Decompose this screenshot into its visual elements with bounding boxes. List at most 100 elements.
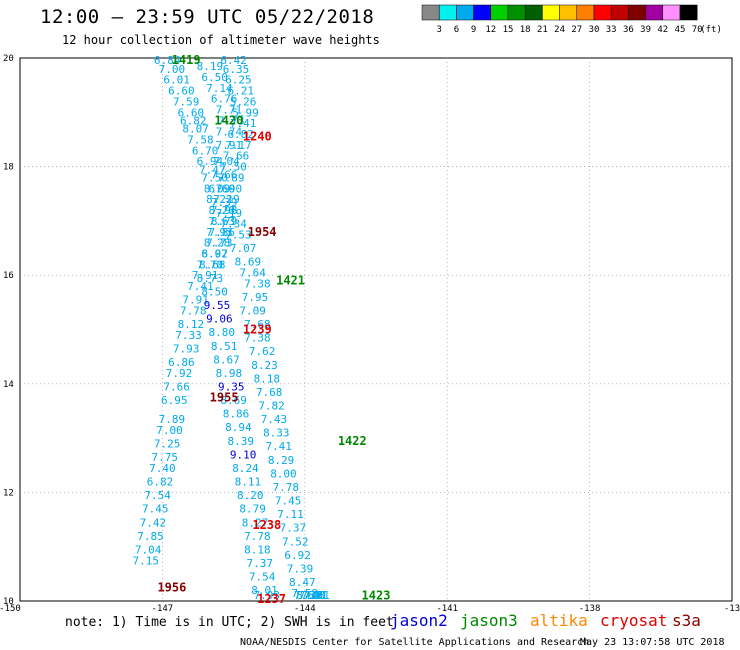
wave-height-point: 8.73: [197, 272, 224, 285]
x-tick-label: -13: [724, 604, 740, 614]
wave-height-point: 6.60: [208, 182, 235, 195]
colorbar-label: 39: [640, 25, 651, 35]
wave-height-point: 7.92: [166, 367, 193, 380]
colorbar-label: 42: [657, 25, 668, 35]
wave-height-point: 7.85: [137, 530, 164, 543]
pass-label: 1956: [157, 580, 186, 594]
wave-height-point: 8.07: [182, 123, 209, 136]
wave-height-point: 7.34: [220, 218, 247, 231]
wave-height-point: 7.37: [280, 522, 307, 535]
colorbar-label: 15: [503, 25, 514, 35]
wave-height-point: 7.71: [216, 104, 243, 117]
wave-height-point: 6.60: [178, 106, 205, 119]
wave-height-point: 7.70: [197, 258, 224, 271]
wave-height-point: 7.54: [249, 571, 276, 584]
wave-height-point: 8.39: [227, 435, 254, 448]
colorbar-swatch: [628, 4, 646, 21]
wave-height-point: 5.99: [232, 106, 259, 119]
wave-height-point: 6.95: [161, 394, 188, 407]
wave-height-point: 7.66: [223, 150, 250, 163]
legend-entry-s3a: s3a: [672, 611, 701, 630]
wave-height-point: 7.78: [244, 530, 271, 543]
plot-border: [19, 57, 733, 602]
wave-height-point: 7.75: [152, 451, 179, 464]
colorbar-swatch: [456, 4, 474, 21]
wave-height-point: 6.01: [163, 74, 190, 87]
footer-note: note: 1) Time is in UTC; 2) SWH is in fe…: [65, 615, 394, 630]
pass-label: 1422: [338, 434, 367, 448]
x-tick-label: -141: [436, 604, 458, 614]
wave-height-point: 6.50: [201, 71, 228, 84]
wave-height-point: 8.29: [268, 454, 295, 467]
wave-height-point: 6.92: [284, 549, 311, 562]
wave-height-point: 7.68: [244, 318, 271, 331]
wave-height-point: 7.38: [244, 277, 271, 290]
x-tick-label: -150: [0, 604, 21, 614]
wave-height-point: 7.73: [206, 237, 233, 250]
page-subtitle: 12 hour collection of altimeter wave hei…: [62, 33, 380, 47]
colorbar-label: 70: [692, 25, 703, 35]
wave-height-point: 8.01: [251, 584, 278, 597]
wave-height-point: 7.93: [206, 226, 233, 239]
wave-height-point: 6.25: [225, 74, 252, 87]
wave-height-point: 7.62: [249, 345, 276, 358]
wave-height-point: 7.19: [216, 207, 243, 220]
wave-height-point: 6.82: [147, 476, 174, 489]
wave-height-point: 6.21: [227, 85, 254, 98]
wave-height-point: 7.19: [213, 193, 240, 206]
wave-height-point: 8.69: [235, 256, 262, 269]
colorbar-label: 12: [485, 25, 496, 35]
wave-height-point: 6.86: [168, 356, 195, 369]
wave-height-point: 7.45: [275, 495, 302, 508]
wave-height-point: 7.11: [301, 589, 328, 602]
y-tick-label: 14: [3, 380, 14, 390]
pass-label: 1240: [243, 130, 272, 144]
y-tick-label: 20: [3, 54, 14, 64]
wave-height-point: 7.58: [187, 133, 214, 146]
legend-entry-altika: altika: [530, 611, 588, 630]
wave-height-point: 8.27: [242, 516, 269, 529]
pass-label: 1237: [257, 592, 286, 606]
wave-height-point: 7.41: [265, 440, 292, 453]
wave-height-point: 7.04: [213, 155, 240, 168]
wave-height-point: 7.93: [173, 343, 200, 356]
wave-height-point: 7.09: [239, 304, 266, 317]
wave-height-point: 7.91: [216, 139, 243, 152]
wave-height-point: 8.51: [211, 340, 238, 353]
wave-height-point: 7.63: [208, 215, 235, 228]
footer-credit: NOAA/NESDIS Center for Satellite Applica…: [240, 637, 589, 648]
pass-label: 1954: [248, 225, 277, 239]
x-tick-label: -147: [152, 604, 174, 614]
wave-height-point: 7.54: [144, 489, 171, 502]
wave-height-point: 7.39: [211, 196, 238, 209]
y-tick-label: 12: [3, 488, 14, 498]
pass-label: 1239: [243, 323, 272, 337]
wave-height-point: 8.33: [263, 427, 290, 440]
wave-height-point: 7.00: [159, 63, 186, 76]
wave-height-point: 7.90: [216, 182, 243, 195]
wave-height-point: 7.86: [208, 226, 235, 239]
axis-ticks: -150 -147 -144 -141 -138 -13 10 12 14 16 18 20: [0, 54, 740, 614]
wave-height-point: 7.82: [258, 400, 285, 413]
wave-height-point: 8.79: [239, 503, 266, 516]
x-tick-label: -138: [579, 604, 601, 614]
wave-height-point: 8.28: [204, 237, 231, 250]
wave-height-point: 7.45: [142, 503, 169, 516]
wave-height-point: 8.94: [225, 421, 252, 434]
wave-height-point: 8.00: [270, 467, 297, 480]
colorbar-label: 30: [589, 25, 600, 35]
colorbar-label: 9: [471, 25, 476, 35]
wave-height-point: 8.19: [197, 60, 224, 73]
wave-height-point: 9.10: [230, 448, 257, 461]
wave-height-point: 7.33: [175, 329, 202, 342]
wave-height-point: 7.38: [244, 332, 271, 345]
colorbar-swatch: [473, 4, 492, 21]
colorbar-swatch: [524, 4, 543, 21]
wave-height-point: 7.68: [256, 386, 283, 399]
wave-height-point: 7.66: [163, 381, 190, 394]
wave-height-point: 7.47: [199, 163, 226, 176]
wave-height-point: 9.55: [204, 299, 231, 312]
wave-height-point: 7.37: [246, 557, 273, 570]
